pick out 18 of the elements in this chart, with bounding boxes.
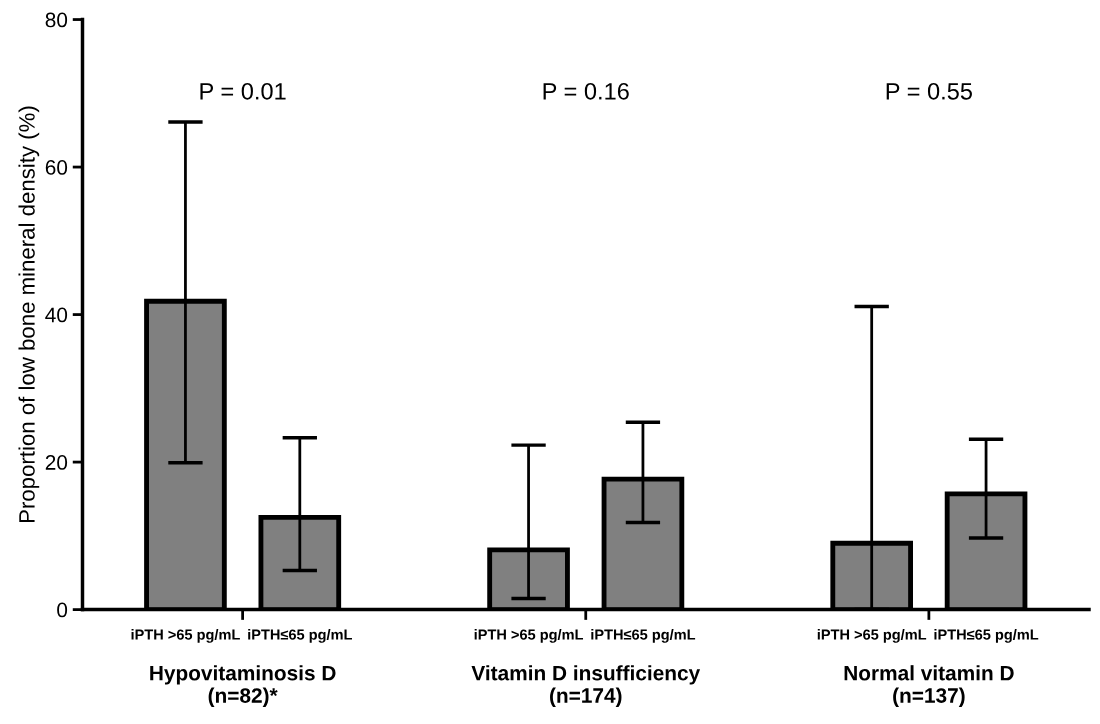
text: Hypovitaminosis D (n=82)* — [150, 665, 336, 708]
annotation: P = 0.55 — [886, 82, 972, 100]
y-tick-label: 20 — [45, 455, 68, 470]
annotation: P = 0.01 — [200, 82, 286, 100]
x-tick-label: iPTH >65 pg/mL — [474, 629, 584, 643]
annotation: P = 0.16 — [543, 82, 629, 100]
x-tick-label: iPTH >65 pg/mL — [131, 629, 240, 643]
text: Normal vitamin D (n=137) — [844, 665, 1014, 708]
y-tick-label: 0 — [57, 602, 68, 618]
x-tick-label: iPTH >65 pg/mL — [817, 629, 927, 643]
y-axis-title: Proportion of low bone mineral density (%) — [18, 106, 40, 523]
y-tick-label: 40 — [45, 307, 68, 323]
text: Vitamin D insufficiency (n=174) — [471, 665, 701, 708]
x-tick-label: iPTH≤65 pg/mL — [591, 629, 696, 643]
y-tick-label: 80 — [45, 12, 68, 28]
x-tick-label: iPTH≤65 pg/mL — [934, 629, 1039, 643]
x-tick-label: iPTH≤65 pg/mL — [248, 629, 352, 643]
y-tick-label: 60 — [45, 160, 68, 175]
